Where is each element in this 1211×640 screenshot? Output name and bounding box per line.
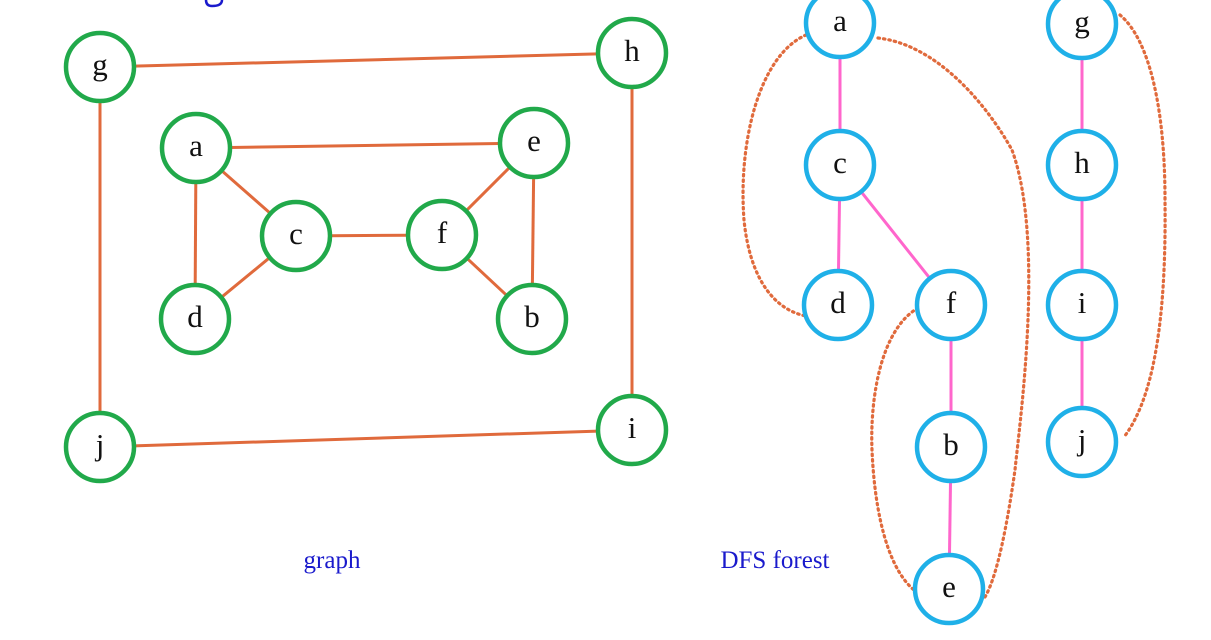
graph-node-c: c — [259, 199, 333, 273]
forest-node-i: i — [1045, 268, 1119, 342]
forest-node-d: d — [801, 268, 875, 342]
graph-edge-a-e — [229, 142, 501, 149]
forest-node-j: j — [1045, 405, 1119, 479]
graph-node-circle — [63, 30, 137, 104]
forest-node-circle — [1045, 268, 1119, 342]
graph-node-circle — [158, 282, 232, 356]
graph-edge-a-c — [220, 169, 272, 215]
forest-edge-c-d — [836, 198, 842, 272]
graph-node-label: c — [289, 216, 303, 251]
graph-node-circle — [63, 410, 137, 484]
forest-node-circle — [1045, 128, 1119, 202]
forest-nodes: a c d f b e g h i j — [801, 0, 1119, 626]
graph-node-circle — [495, 282, 569, 356]
forest-node-label: c — [833, 145, 847, 180]
graph-edge-f-b — [465, 257, 509, 297]
graph-node-label: a — [189, 128, 203, 163]
forest-node-label: j — [1077, 422, 1087, 457]
graph-edge-c-f — [329, 233, 409, 238]
graph-node-label: g — [92, 47, 108, 82]
graph-edge-j-i — [133, 429, 599, 448]
forest-back-edge-e-f — [870, 306, 920, 592]
forest-back-edge-e-a — [876, 36, 1031, 599]
graph-node-j: j — [63, 410, 137, 484]
forest-node-c: c — [803, 128, 877, 202]
graph-node-circle — [497, 106, 571, 180]
graph-nodes: g h a e c f d b j i — [63, 16, 669, 484]
graph-node-b: b — [495, 282, 569, 356]
graph-node-g: g — [63, 30, 137, 104]
forest-node-circle — [1045, 405, 1119, 479]
graph-node-label: j — [95, 427, 105, 462]
graph-node-circle — [259, 199, 333, 273]
graph-node-h: h — [595, 16, 669, 90]
forest-node-label: a — [833, 3, 847, 38]
graph-node-label: e — [527, 123, 541, 158]
forest-node-label: e — [942, 569, 956, 604]
graph-edge-e-b — [530, 176, 536, 286]
forest-node-g: g — [1045, 0, 1119, 61]
graph-node-i: i — [595, 393, 669, 467]
graph-caption: graph — [304, 547, 361, 574]
graph-node-circle — [595, 393, 669, 467]
title-fragment — [204, 0, 224, 8]
forest-node-label: i — [1078, 285, 1087, 320]
forest-node-circle — [803, 128, 877, 202]
forest-back-edges — [741, 13, 1167, 599]
graph-node-label: d — [187, 299, 203, 334]
forest-node-circle — [1045, 0, 1119, 61]
graph-node-circle — [405, 198, 479, 272]
forest-node-circle — [801, 268, 875, 342]
forest-node-b: b — [914, 410, 988, 484]
forest-node-circle — [914, 410, 988, 484]
forest-node-e: e — [912, 552, 986, 626]
graph-node-a: a — [159, 111, 233, 185]
dfs-forest-caption: DFS forest — [720, 547, 829, 574]
graph-edge-a-d — [193, 181, 198, 286]
forest-node-label: d — [830, 285, 846, 320]
graph-node-label: h — [624, 33, 640, 68]
graph-node-label: b — [524, 299, 540, 334]
graph-edge-c-d — [220, 256, 271, 299]
forest-node-label: b — [943, 427, 959, 462]
graph-edge-f-e — [464, 165, 512, 213]
forest-node-a: a — [803, 0, 877, 60]
forest-node-label: h — [1074, 145, 1090, 180]
forest-back-edge-j-g — [1118, 13, 1167, 439]
forest-node-f: f — [914, 268, 988, 342]
graph-node-f: f — [405, 198, 479, 272]
graph-node-e: e — [497, 106, 571, 180]
forest-node-label: g — [1074, 4, 1090, 39]
graph-node-label: i — [628, 410, 637, 445]
forest-node-circle — [912, 552, 986, 626]
forest-node-label: f — [946, 285, 957, 320]
forest-node-circle — [803, 0, 877, 60]
forest-edge-c-f — [859, 190, 932, 280]
forest-node-circle — [914, 268, 988, 342]
graph-node-circle — [595, 16, 669, 90]
graph-edge-g-h — [133, 52, 599, 68]
graph-node-label: f — [437, 215, 448, 250]
forest-edge-b-e — [947, 480, 953, 556]
graph-node-circle — [159, 111, 233, 185]
forest-tree-edges — [836, 57, 1084, 556]
forest-node-h: h — [1045, 128, 1119, 202]
graph-edges — [98, 52, 634, 448]
graph-node-d: d — [158, 282, 232, 356]
forest-back-edge-d-a — [741, 33, 808, 318]
